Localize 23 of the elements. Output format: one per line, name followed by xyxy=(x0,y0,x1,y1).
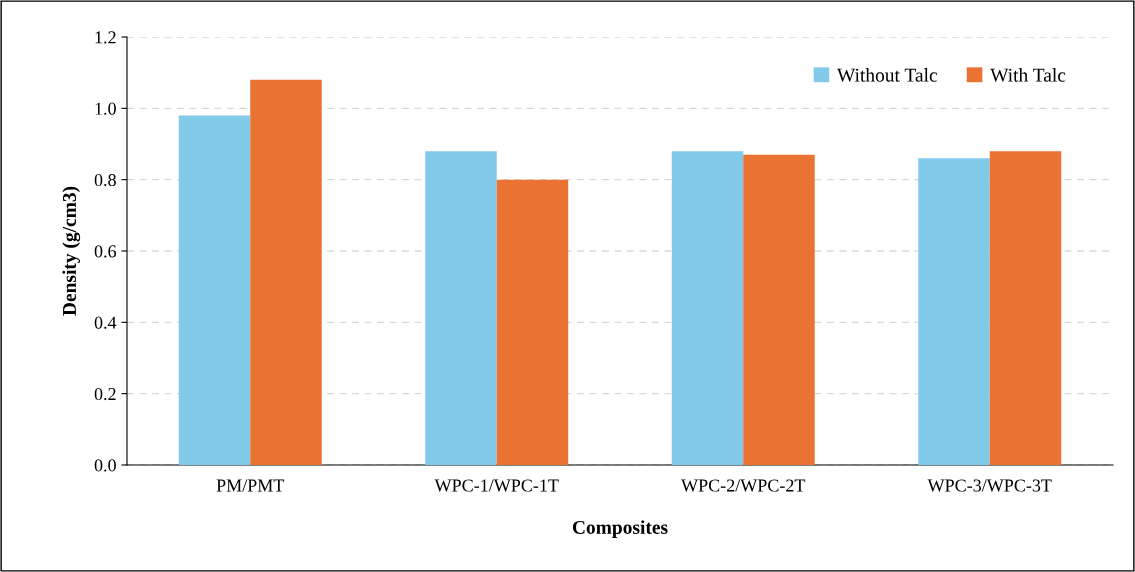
x-axis-title: Composites xyxy=(572,520,668,538)
bar xyxy=(989,151,1062,465)
y-tick-label: 0.4 xyxy=(94,316,117,329)
y-tick-label: 0.2 xyxy=(94,387,116,401)
legend-label: With Talc xyxy=(990,68,1066,82)
y-tick-label: 0.6 xyxy=(94,245,117,258)
bar xyxy=(918,158,990,465)
y-tick-label: 0.0 xyxy=(94,459,116,472)
x-tick-label: PM/PMT xyxy=(216,479,285,492)
bar xyxy=(496,179,569,465)
y-tick-label: 1.2 xyxy=(95,31,116,44)
bar xyxy=(178,115,251,465)
bar xyxy=(743,154,815,465)
bar xyxy=(425,151,497,465)
y-axis-title: Density (g/cm3) xyxy=(62,186,81,316)
x-tick-label: WPC-2/WPC-2T xyxy=(681,479,806,492)
y-tick-label: 0.8 xyxy=(94,173,116,187)
bar xyxy=(250,79,322,465)
x-tick-label: WPC-3/WPC-3T xyxy=(927,479,1052,492)
legend-label: Without Talc xyxy=(836,68,938,82)
x-tick-label: WPC-1/WPC-1T xyxy=(434,479,559,492)
y-tick-label: 1.0 xyxy=(95,102,116,115)
bar xyxy=(671,151,744,465)
